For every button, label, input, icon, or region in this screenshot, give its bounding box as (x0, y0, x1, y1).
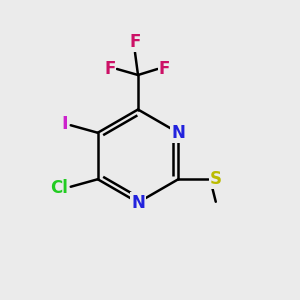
Text: F: F (159, 60, 170, 78)
Text: Cl: Cl (50, 179, 68, 197)
Text: N: N (131, 194, 145, 211)
Text: S: S (210, 170, 222, 188)
Text: N: N (171, 124, 185, 142)
Text: F: F (104, 60, 116, 78)
Text: F: F (129, 33, 141, 51)
Text: I: I (61, 115, 68, 133)
